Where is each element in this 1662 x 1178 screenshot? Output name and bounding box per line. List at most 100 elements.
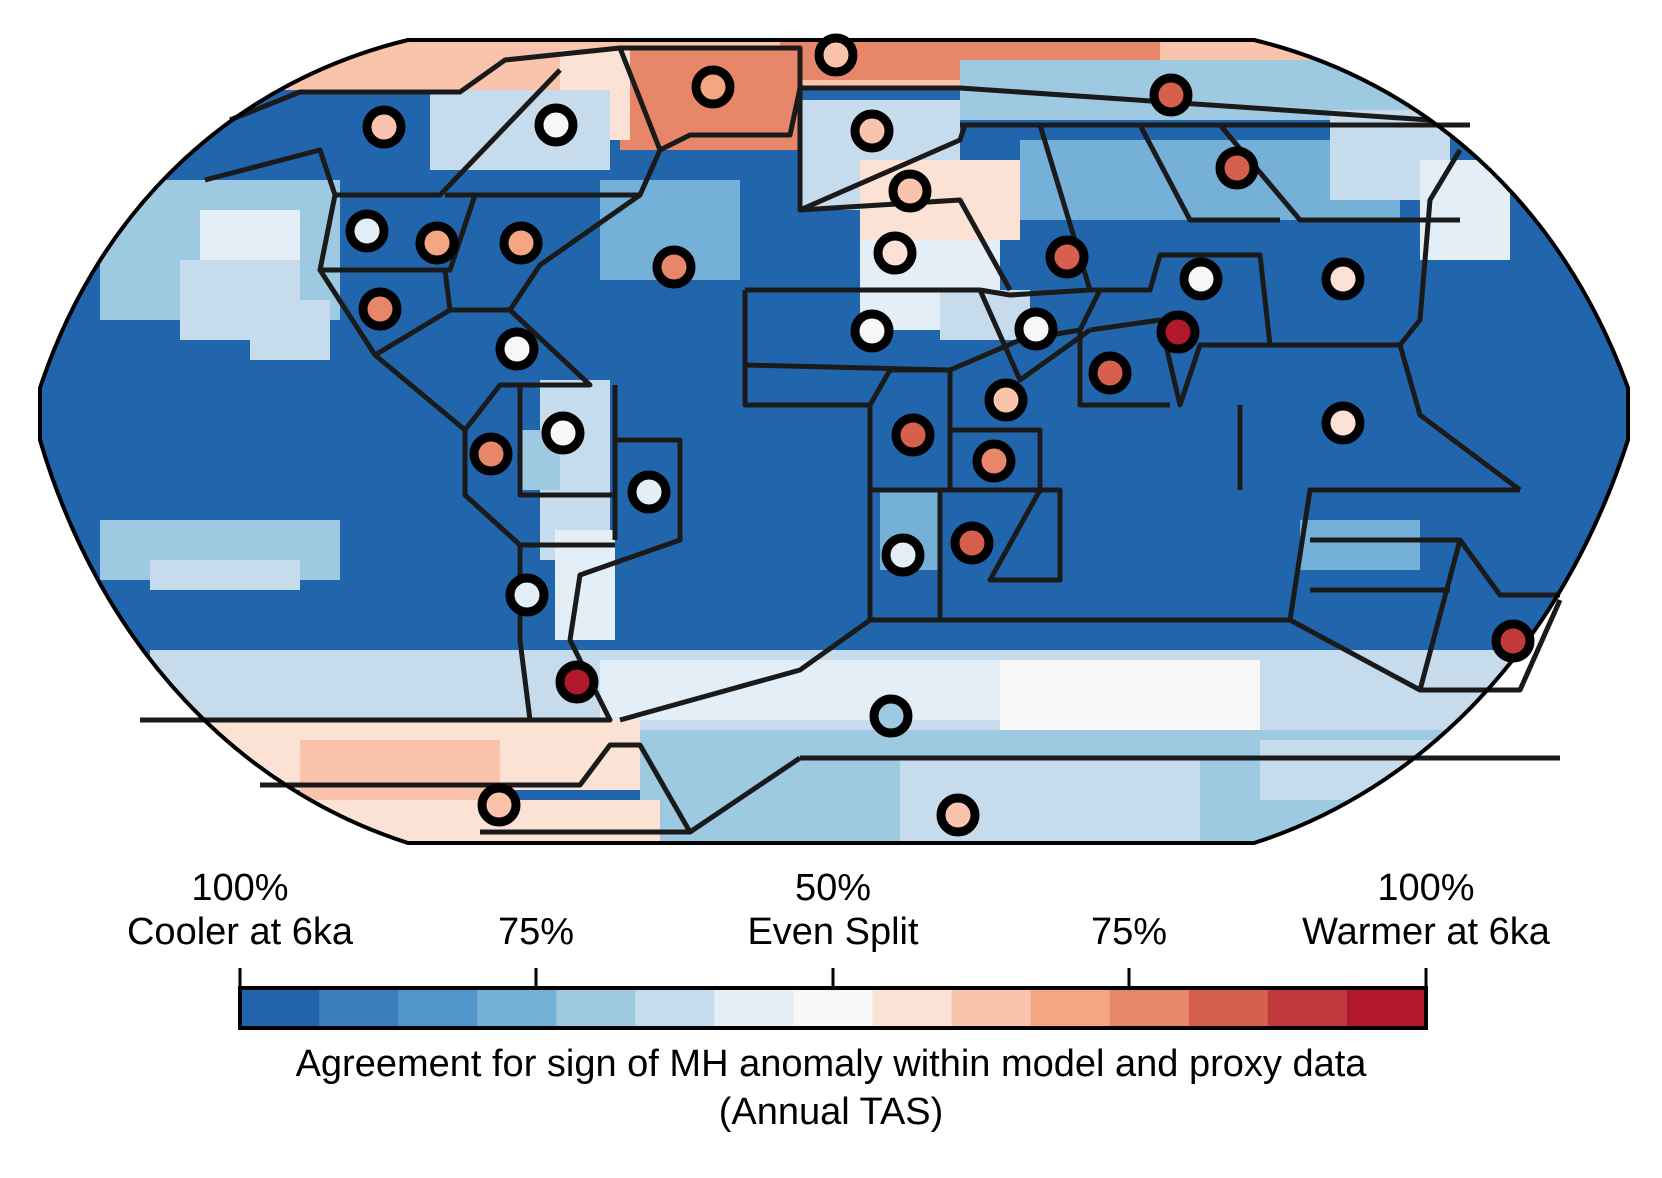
proxy-site-marker[interactable] xyxy=(1491,619,1535,663)
southern-ocean-light xyxy=(600,660,1060,720)
region-line xyxy=(1137,123,1280,223)
proxy-site-marker[interactable] xyxy=(345,209,389,253)
colorbar-cell xyxy=(398,988,478,1028)
proxy-site-marker[interactable] xyxy=(1014,307,1058,351)
proxy-site-marker[interactable] xyxy=(534,103,578,147)
region-line xyxy=(1398,148,1463,347)
proxy-site-marker[interactable] xyxy=(555,660,599,704)
colorbar-cell xyxy=(319,988,399,1028)
colorbar-cell xyxy=(556,988,636,1028)
colorbar-ticks xyxy=(238,968,1428,988)
proxy-site-marker[interactable] xyxy=(1088,351,1132,395)
proxy-site-marker[interactable] xyxy=(691,65,735,109)
proxy-site-marker[interactable] xyxy=(499,221,543,265)
proxy-site-marker[interactable] xyxy=(627,470,671,514)
colorbar-tick-label-1: 100% Cooler at 6ka xyxy=(127,866,353,954)
colorbar-tick-label-2: 75% xyxy=(498,910,574,954)
tick-label-bottom: Even Split xyxy=(747,911,919,953)
npacific-light-3 xyxy=(250,300,330,360)
antarctic-warm-2 xyxy=(300,740,500,800)
colorbar-label-line1: Agreement for sign of MH anomaly within … xyxy=(295,1043,1367,1085)
proxy-site-marker[interactable] xyxy=(1149,73,1193,117)
spac-patch-2 xyxy=(150,560,300,590)
proxy-site-marker[interactable] xyxy=(891,413,935,457)
anomaly-field xyxy=(40,40,1628,843)
proxy-site-marker[interactable] xyxy=(1179,257,1223,301)
proxy-site-marker[interactable] xyxy=(495,327,539,371)
colorbar-tick-label-5: 100% Warmer at 6ka xyxy=(1302,866,1550,954)
region-line xyxy=(799,197,1013,292)
proxy-site-marker[interactable] xyxy=(1321,401,1365,445)
colorbar-cell xyxy=(240,988,320,1028)
proxy-site-marker[interactable] xyxy=(469,432,513,476)
colorbar-cell xyxy=(635,988,715,1028)
tick-label-top: 100% xyxy=(191,867,289,909)
colorbar xyxy=(238,968,1428,1030)
region-line xyxy=(745,252,1273,346)
region-line xyxy=(517,385,618,540)
region-line xyxy=(977,288,1092,383)
proxy-site-marker[interactable] xyxy=(881,533,925,577)
colorbar-cell xyxy=(477,988,557,1028)
proxy-site-marker[interactable] xyxy=(814,33,858,77)
proxy-site-marker[interactable] xyxy=(415,221,459,265)
proxy-site-marker[interactable] xyxy=(869,694,913,738)
proxy-site-marker[interactable] xyxy=(1045,235,1089,279)
proxy-site-marker[interactable] xyxy=(362,105,406,149)
region-line xyxy=(1077,330,1170,408)
tick-label-bottom: Warmer at 6ka xyxy=(1302,911,1550,953)
region-line xyxy=(260,742,693,835)
proxy-site-marker[interactable] xyxy=(652,245,696,289)
region-line xyxy=(742,290,870,408)
region-line xyxy=(462,430,683,723)
region-boundaries xyxy=(140,45,1563,835)
proxy-site-marker[interactable] xyxy=(505,573,549,617)
proxy-site-marker[interactable] xyxy=(1215,146,1259,190)
region-line xyxy=(870,487,1520,623)
colorbar-cell xyxy=(1109,988,1190,1028)
colorbar-cell xyxy=(872,988,953,1028)
proxy-site-marker[interactable] xyxy=(477,783,521,827)
colorbar-tick-label-3: 50% Even Split xyxy=(747,866,918,954)
colorbar-cell xyxy=(1346,988,1427,1028)
proxy-site-marker[interactable] xyxy=(936,793,980,837)
colorbar-tick-label-4: 75% xyxy=(1091,910,1167,954)
proxy-site-marker[interactable] xyxy=(1156,310,1200,354)
proxy-site-marker[interactable] xyxy=(850,109,894,153)
colorbar-cell xyxy=(714,988,795,1028)
southern-ocean-white xyxy=(1000,660,1260,730)
proxy-site-marker[interactable] xyxy=(850,309,894,353)
proxy-sites xyxy=(345,33,1535,837)
region-line xyxy=(950,427,1043,490)
colorbar-cell xyxy=(1188,988,1269,1028)
region-line xyxy=(317,268,453,358)
region-line xyxy=(1310,537,1560,598)
region-line xyxy=(617,47,803,153)
globe-outline xyxy=(37,38,1631,845)
tick-label-bottom: Cooler at 6ka xyxy=(126,911,354,953)
region-line xyxy=(450,192,642,313)
proxy-site-marker[interactable] xyxy=(950,521,994,565)
proxy-site-marker[interactable] xyxy=(984,378,1028,422)
colorbar-label-line2: (Annual TAS) xyxy=(718,1091,944,1133)
tick-label-bottom: 75% xyxy=(1090,911,1168,953)
proxy-site-marker[interactable] xyxy=(1321,257,1365,301)
region-line xyxy=(619,405,873,723)
region-line xyxy=(797,88,968,213)
proxy-site-marker[interactable] xyxy=(358,287,402,331)
antarctic-cool-3 xyxy=(1260,740,1520,800)
colorbar-cell xyxy=(1267,988,1348,1028)
proxy-site-marker[interactable] xyxy=(888,169,932,213)
proxy-site-marker[interactable] xyxy=(873,231,917,275)
region-line xyxy=(373,308,593,433)
tick-label-bottom: 75% xyxy=(497,911,575,953)
proxy-site-marker[interactable] xyxy=(541,411,585,455)
tick-label-top: 50% xyxy=(794,867,872,909)
sa-light-2 xyxy=(555,530,615,640)
tick-label-top: 100% xyxy=(1377,867,1475,909)
region-line xyxy=(1288,598,1563,693)
region-line xyxy=(317,194,478,273)
proxy-site-marker[interactable] xyxy=(972,439,1016,483)
